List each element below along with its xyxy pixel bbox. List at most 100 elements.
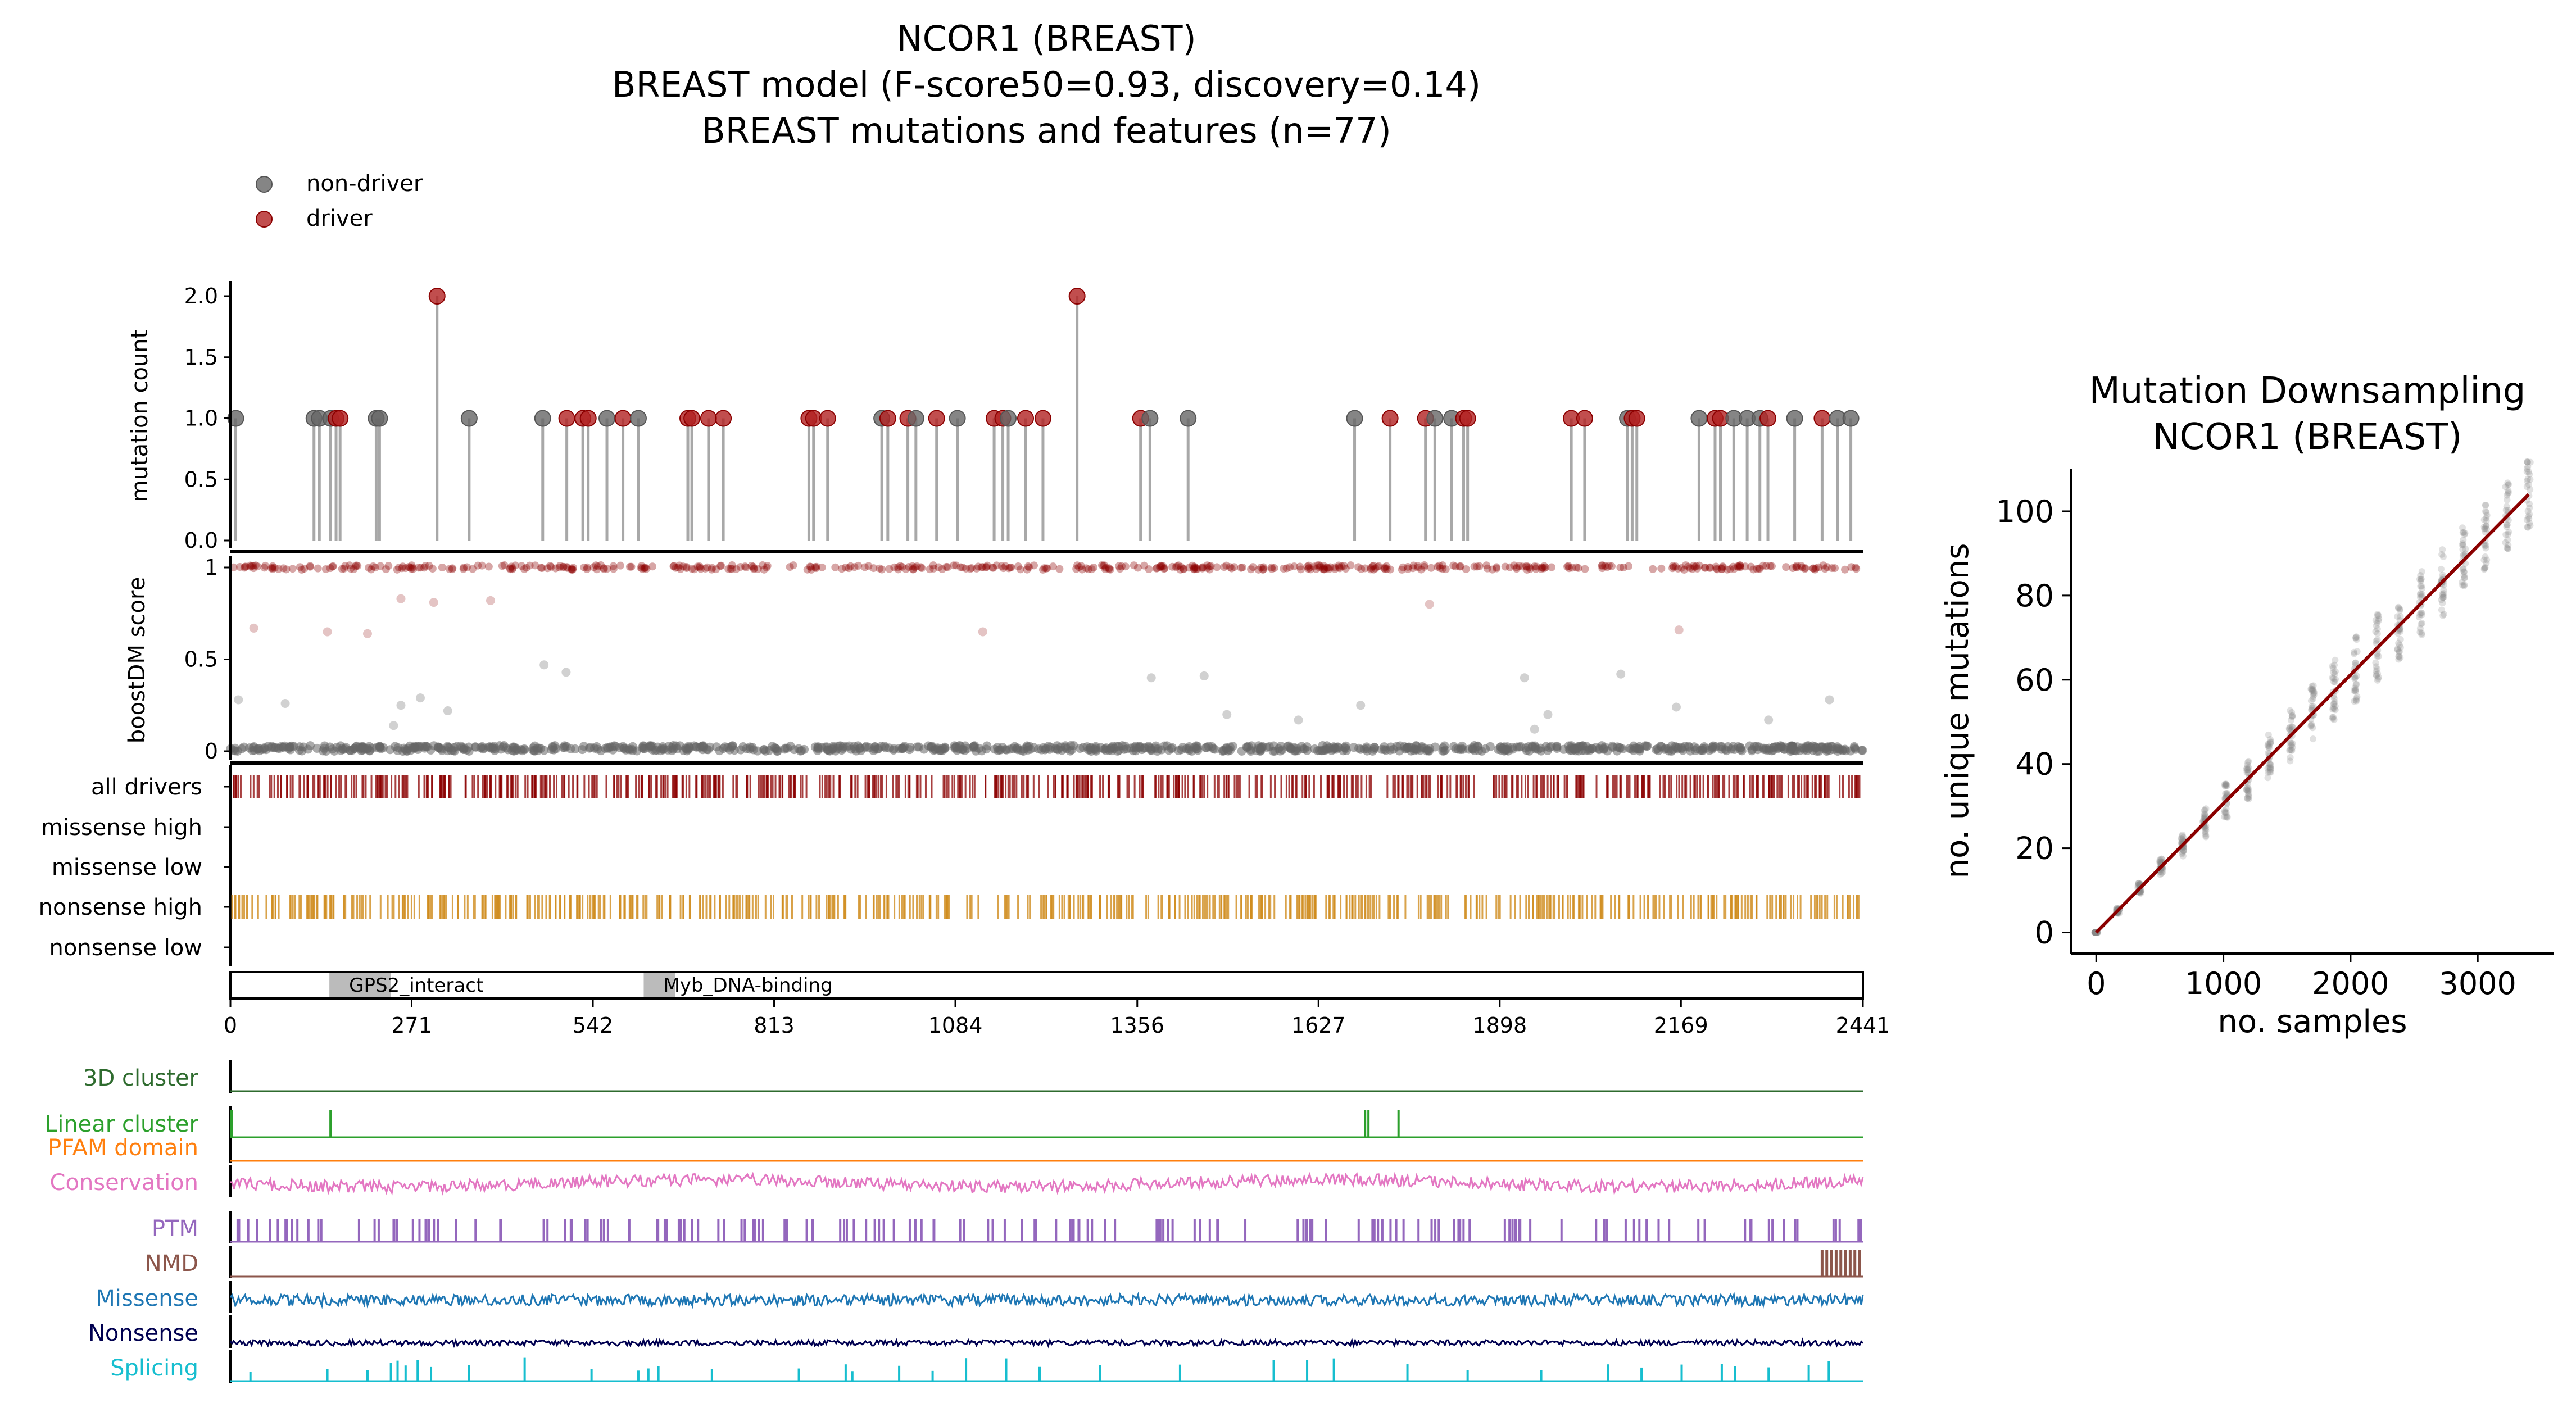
boostdm-driver-point: [1185, 564, 1193, 572]
boostdm-driver-point: [1734, 562, 1743, 571]
downsampling-point: [2459, 582, 2466, 589]
downsampling-point: [2524, 463, 2532, 470]
downsampling-point: [2439, 594, 2447, 601]
boostdm-driver-point: [1425, 600, 1434, 609]
legend-marker-non-driver: [256, 176, 273, 193]
boostdm-non-driver-point: [1101, 743, 1111, 753]
tracks-panel: all drivers missense high missense low nons…: [39, 765, 1861, 966]
boostdm-driver-point: [962, 564, 970, 573]
boostdm-driver-point: [253, 562, 262, 571]
downsampling-point: [2395, 605, 2402, 612]
boostdm-non-driver-point: [1530, 724, 1539, 734]
downsampling-point: [2329, 665, 2337, 672]
domain-x-ticks: 0 271 542 813 1084 1356 1627 1898 2169 2441: [224, 998, 1890, 1038]
boostdm-driver-point: [910, 563, 919, 571]
boostdm-driver-point: [609, 565, 618, 573]
boostdm-driver-point: [732, 565, 740, 573]
downsampling-point: [2221, 782, 2229, 789]
boostdm-driver-point: [384, 562, 393, 570]
boostdm-non-driver-point: [396, 701, 406, 710]
downsampling-point: [2439, 593, 2447, 601]
boostdm-driver-point: [1205, 562, 1214, 571]
downsampling-point: [2267, 769, 2274, 776]
boostdm-driver-point: [1152, 564, 1160, 573]
boostdm-driver-point: [982, 562, 991, 571]
feature-label: Conservation: [50, 1170, 198, 1196]
boostdm-driver-point: [1729, 562, 1738, 571]
boostdm-non-driver-point: [1825, 695, 1834, 705]
downsampling-point: [2525, 481, 2532, 488]
downsampling-point: [2265, 769, 2272, 776]
downsampling-point: [2179, 848, 2187, 856]
boostdm-driver-point: [1441, 565, 1450, 574]
downsampling-point: [2527, 486, 2534, 493]
boostdm-driver-point: [306, 562, 314, 571]
downsampling-point: [2267, 761, 2274, 769]
downsampling-point: [2244, 784, 2251, 791]
boostdm-driver-point: [241, 562, 249, 571]
boostdm-driver-point: [1024, 562, 1032, 570]
domain-label: GPS2_interact: [349, 974, 483, 997]
boostdm-driver-point: [583, 563, 592, 571]
boostdm-driver-point: [997, 562, 1006, 570]
boostdm-non-driver-point: [1642, 742, 1652, 751]
downsampling-point: [2223, 781, 2230, 788]
boostdm-driver-point: [538, 564, 546, 573]
boostdm-driver-point: [1522, 562, 1531, 571]
lollipop-y-tick-label: 1.5: [184, 345, 218, 370]
boostdm-driver-point: [589, 563, 598, 571]
boostdm-driver-point: [1082, 564, 1091, 573]
downsampling-point: [2330, 700, 2338, 707]
boostdm-driver-point: [1304, 565, 1312, 573]
boostdm-driver-point: [267, 564, 276, 573]
downsampling-point: [2202, 825, 2210, 832]
boostdm-driver-point: [1649, 565, 1657, 573]
boostdm-driver-point: [1319, 564, 1328, 572]
boostdm-driver-point: [1692, 562, 1700, 570]
boostdm-driver-point: [1331, 565, 1339, 573]
downsampling-point: [2440, 587, 2447, 594]
boostdm-driver-point: [1168, 562, 1177, 571]
downsampling-point: [2289, 744, 2296, 751]
boostdm-driver-point: [506, 564, 514, 573]
downsampling-point: [2352, 659, 2359, 666]
boostdm-y-tick-label: 0.5: [184, 647, 218, 672]
downsampling-point: [2483, 517, 2490, 524]
boostdm-driver-point: [1541, 563, 1550, 571]
downsampling-point: [2502, 539, 2509, 546]
boostdm-driver-point: [1847, 563, 1856, 571]
boostdm-driver-point: [428, 565, 437, 573]
driver-point: [614, 410, 632, 427]
downsampling-point: [2480, 523, 2488, 530]
downsampling-point: [2483, 525, 2491, 533]
boostdm-driver-point: [1801, 565, 1809, 573]
downsampling-point: [2287, 742, 2294, 750]
boostdm-driver-point: [1270, 564, 1278, 572]
boostdm-driver-point: [1335, 561, 1343, 570]
boostdm-driver-point: [1548, 563, 1556, 571]
boostdm-non-driver-point: [1356, 701, 1366, 710]
downsampling-point: [2244, 759, 2252, 766]
boostdm-non-driver-point: [1808, 746, 1818, 755]
boostdm-driver-point: [1689, 561, 1698, 570]
boostdm-driver-point: [609, 562, 618, 570]
downsampling-point: [2287, 738, 2294, 746]
downsampling-point: [2374, 650, 2381, 657]
boostdm-driver-point: [300, 565, 309, 573]
boostdm-driver-point: [1173, 562, 1181, 570]
downsampling-point: [2416, 628, 2424, 635]
boostdm-driver-point: [1736, 561, 1744, 570]
downsampling-point: [2439, 571, 2446, 579]
boostdm-driver-point: [1488, 565, 1496, 574]
boostdm-driver-point: [567, 565, 575, 573]
downsampling-point: [2438, 606, 2445, 614]
boostdm-driver-point: [1014, 562, 1022, 571]
downsampling-point: [2418, 620, 2425, 628]
boostdm-driver-point: [1105, 565, 1113, 573]
boostdm-driver-point: [600, 565, 608, 573]
boostdm-driver-point: [1087, 565, 1096, 574]
downsampling-point: [2395, 653, 2402, 660]
boostdm-driver-point: [1523, 565, 1531, 574]
downsampling-point: [2288, 742, 2296, 749]
non-driver-point: [1842, 410, 1860, 427]
